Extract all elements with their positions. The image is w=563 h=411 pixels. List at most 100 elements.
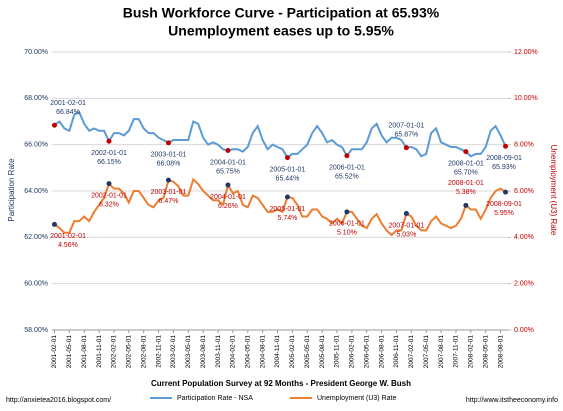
y2-tick-label: 12.00% [514, 49, 538, 56]
annotation-dot [51, 122, 57, 128]
annotation-value: 65.70% [454, 169, 478, 176]
series-line [53, 177, 507, 237]
annotation-value: 6.47% [159, 198, 179, 205]
x-tick-label: 2006-02-01 [349, 335, 356, 369]
chart-subtitle: Unemployment eases up to 5.95% [168, 23, 394, 39]
annotation-value: 5.95% [494, 210, 514, 217]
legend-label: Unemployment (U3) Rate [317, 395, 396, 402]
annotation-value: 4.56% [58, 242, 78, 249]
x-axis-title: Current Population Survey at 92 Months -… [151, 379, 411, 388]
y2-tick-label: 2.00% [514, 281, 534, 288]
y2-tick-label: 6.00% [514, 188, 534, 195]
annotation-dot [284, 194, 290, 200]
annotation-dot [106, 181, 112, 187]
annotation-dot [284, 155, 290, 161]
y2-tick-label: 4.00% [514, 234, 534, 241]
annotation-date: 2005-01-01 [270, 166, 306, 173]
annotation-date: 2008-09-01 [486, 201, 522, 208]
annotation-value: 5.74% [278, 215, 298, 222]
x-tick-label: 2003-05-01 [185, 335, 192, 369]
annotation-dot [503, 143, 509, 149]
annotation-dot [51, 221, 57, 227]
annotation-value: 65.93% [492, 164, 516, 171]
x-tick-label: 2005-05-01 [304, 335, 311, 369]
annotation-date: 2004-01-01 [210, 159, 246, 166]
annotation-dot [165, 177, 171, 183]
annotation-value: 65.87% [395, 132, 419, 139]
y-axis-title: Participation Rate [7, 158, 16, 222]
annotation-value: 65.44% [276, 175, 300, 182]
x-tick-label: 2007-11-01 [453, 335, 460, 368]
annotation-value: 5.38% [456, 189, 476, 196]
y-tick-label: 70.00% [24, 49, 48, 56]
x-tick-label: 2002-08-01 [140, 335, 147, 369]
y-tick-label: 58.00% [24, 327, 48, 334]
x-tick-label: 2004-05-01 [245, 335, 252, 369]
annotation-dot [503, 189, 509, 195]
x-tick-label: 2006-05-01 [363, 335, 370, 369]
annotation-date: 2002-01-01 [91, 192, 127, 199]
y2-axis-title: Unemployment (U3) Rate [549, 145, 558, 236]
x-tick-label: 2001-05-01 [66, 335, 73, 369]
x-tick-label: 2007-05-01 [423, 335, 430, 369]
y-tick-label: 60.00% [24, 281, 48, 288]
x-tick-label: 2008-08-01 [497, 335, 504, 369]
annotation-value: 65.52% [335, 174, 359, 181]
annotation-value: 6.32% [99, 201, 119, 208]
y2-tick-label: 10.00% [514, 95, 538, 102]
annotation-date: 2003-01-01 [151, 152, 187, 159]
annotation-value: 66.15% [97, 159, 121, 166]
annotation-dot [463, 149, 469, 155]
annotation-date: 2007-01-01 [388, 123, 424, 130]
annotation-date: 2003-01-01 [151, 189, 187, 196]
annotation-date: 2006-01-01 [329, 165, 365, 172]
annotation-dot [403, 145, 409, 151]
x-tick-label: 2002-11-01 [155, 335, 162, 368]
legend-label: Participation Rate - NSA [177, 395, 253, 402]
x-tick-label: 2001-02-01 [51, 335, 58, 369]
x-tick-label: 2001-08-01 [81, 335, 88, 369]
x-tick-label: 2007-02-01 [408, 335, 415, 369]
x-tick-label: 2001-11-01 [96, 335, 103, 368]
x-tick-label: 2008-05-01 [482, 335, 489, 369]
series-line [53, 110, 507, 160]
annotation-date: 2007-01-01 [388, 222, 424, 229]
annotation-dot [225, 147, 231, 153]
x-tick-label: 2005-08-01 [319, 335, 326, 369]
annotation-date: 2001-02-01 [50, 100, 86, 107]
annotation-date: 2008-09-01 [486, 155, 522, 162]
chart-title: Bush Workforce Curve - Participation at … [123, 5, 440, 21]
x-tick-label: 2005-02-01 [289, 335, 296, 369]
y-tick-label: 62.00% [24, 234, 48, 241]
annotation-value: 6.26% [218, 203, 238, 210]
annotation-dot [225, 182, 231, 188]
y2-tick-label: 8.00% [514, 142, 534, 149]
annotation-date: 2008-01-01 [448, 160, 484, 167]
x-tick-label: 2006-11-01 [393, 335, 400, 368]
x-tick-label: 2004-02-01 [230, 335, 237, 369]
annotation-dot [106, 138, 112, 144]
x-tick-label: 2008-02-01 [468, 335, 475, 369]
footer-right: http://www.itstheeconomy.info [466, 397, 558, 404]
annotation-value: 65.75% [216, 168, 240, 175]
y-tick-label: 68.00% [24, 95, 48, 102]
x-tick-label: 2003-02-01 [170, 335, 177, 369]
annotation-dot [403, 210, 409, 216]
x-tick-label: 2006-08-01 [378, 335, 385, 369]
annotation-date: 2008-01-01 [448, 180, 484, 187]
y2-tick-label: 0.00% [514, 327, 534, 334]
annotation-dot [344, 153, 350, 159]
annotation-value: 5.10% [337, 230, 357, 237]
annotation-date: 2001-02-01 [50, 233, 86, 240]
annotation-date: 2004-01-01 [210, 194, 246, 201]
footer-left: http://anxietea2016.blogspot.com/ [6, 397, 111, 404]
annotation-date: 2006-01-01 [329, 221, 365, 228]
annotation-value: 66.08% [157, 161, 181, 168]
annotation-dot [165, 140, 171, 146]
x-tick-label: 2002-05-01 [126, 335, 133, 369]
annotation-dot [344, 209, 350, 215]
annotation-date: 2002-01-01 [91, 150, 127, 157]
y-tick-label: 66.00% [24, 142, 48, 149]
annotation-dot [463, 202, 469, 208]
